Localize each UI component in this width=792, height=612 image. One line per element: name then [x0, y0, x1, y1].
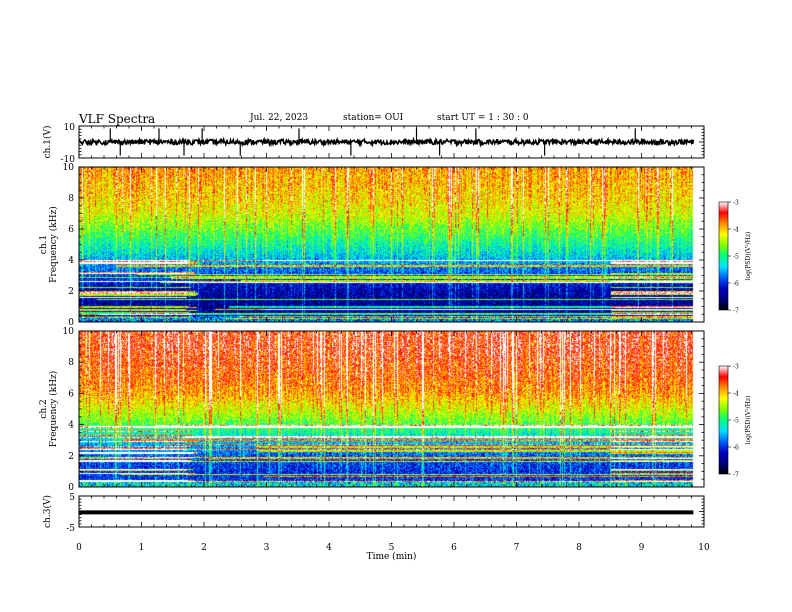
ch1-spectrogram-image	[79, 167, 704, 322]
ytick-label: 10	[64, 123, 76, 133]
ytick-label: 10	[63, 327, 75, 337]
ytick-label: 0	[68, 483, 74, 493]
colorbar-tick-label: -6	[733, 445, 739, 452]
xtick-label: 6	[451, 543, 457, 553]
xtick-label: 8	[576, 543, 582, 553]
ytick-label: -10	[61, 155, 76, 165]
colorbar-tick-label: -7	[733, 472, 739, 479]
xtick-label: 0	[76, 543, 82, 553]
ytick-label: 2	[68, 287, 74, 297]
ytick-label: 6	[68, 225, 74, 235]
colorbar-label: log(PSD)(V²/Hz)	[745, 396, 752, 445]
colorbar	[718, 365, 729, 475]
ytick-label: 5	[69, 493, 75, 503]
ch2-spectrogram-image	[79, 331, 704, 487]
xtick-label: 1	[139, 543, 145, 553]
ytick-label: 8	[68, 194, 74, 204]
xtick-label: 4	[326, 543, 332, 553]
xtick-label: 9	[639, 543, 645, 553]
ytick-label: 4	[68, 421, 74, 431]
colorbar-tick-label: -4	[733, 227, 739, 234]
ytick-label: 6	[68, 389, 74, 399]
station-label: station= OUI	[343, 113, 404, 123]
ytick-label: 0	[68, 318, 74, 328]
spectrogram-channel-label: ch.1	[39, 235, 49, 254]
ytick-label: -5	[66, 524, 75, 534]
xtick-label: 2	[201, 543, 207, 553]
ch1-waveform-ylabel: ch.1(V)	[42, 126, 53, 159]
ytick-label: 10	[63, 163, 75, 173]
spectrogram-ylabel: Frequency (kHz)	[48, 371, 59, 448]
figure-title: VLF Spectra	[79, 112, 156, 126]
xtick-label: 7	[514, 543, 520, 553]
ch1-waveform-line	[78, 136, 695, 148]
colorbar-tick-label: -3	[733, 200, 739, 207]
colorbar-tick-label: -7	[733, 308, 739, 315]
colorbar-tick-label: -5	[733, 254, 739, 261]
ytick-label: 2	[68, 452, 74, 462]
start-time-label: start UT = 1 : 30 : 0	[437, 113, 529, 123]
colorbar-tick-label: -4	[733, 391, 739, 398]
spectrogram-channel-label: ch.2	[39, 399, 49, 418]
colorbar	[718, 201, 729, 311]
ytick-label: 4	[68, 256, 74, 266]
colorbar-tick-label: -5	[733, 418, 739, 425]
xtick-label: 3	[264, 543, 270, 553]
ytick-label: 8	[68, 358, 74, 368]
x-axis-label: Time (min)	[367, 551, 417, 562]
ch3-waveform-ylabel: ch.3(V)	[42, 495, 53, 528]
colorbar-label: log(PSD)(V²/Hz)	[745, 232, 752, 281]
xtick-label: 10	[698, 543, 710, 553]
xtick-label: 5	[389, 543, 395, 553]
date-label: Jul. 22, 2023	[250, 113, 309, 123]
spectrogram-ylabel: Frequency (kHz)	[48, 206, 59, 283]
colorbar-tick-label: -6	[733, 281, 739, 288]
colorbar-tick-label: -3	[733, 364, 739, 371]
